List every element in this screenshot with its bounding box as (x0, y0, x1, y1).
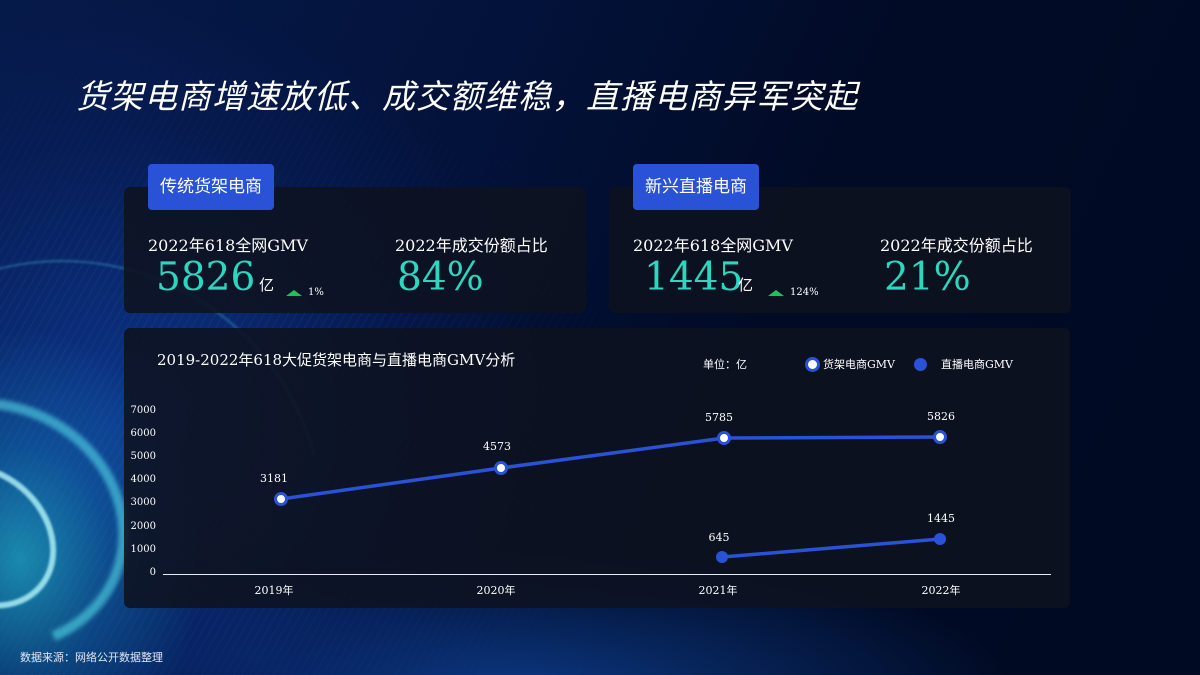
legend-label: 直播电商GMV (941, 358, 1013, 371)
gmv-label: 2022年618全网GMV (633, 236, 793, 255)
chart-card (124, 328, 1070, 608)
data-label: 645 (708, 531, 730, 544)
badge-live: 新兴直播电商 (633, 164, 759, 210)
shelf-gmv-line (280, 435, 941, 501)
data-source-note: 数据来源：网络公开数据整理 (20, 651, 163, 664)
growth-indicator: 1% (286, 287, 324, 298)
unit-label: 单位：亿 (703, 358, 747, 371)
y-tick: 7000 (130, 405, 156, 416)
y-tick: 6000 (130, 428, 156, 439)
legend-item-live[interactable]: 直播电商GMV (914, 356, 1013, 372)
growth-value: 124% (790, 287, 819, 298)
x-tick: 2022年 (921, 584, 961, 597)
trend-up-icon (286, 289, 302, 296)
chart-title: 2019-2022年618大促货架电商与直播电商GMV分析 (157, 351, 516, 369)
share-value: 84% (397, 255, 484, 300)
y-tick: 0 (149, 567, 156, 578)
live-gmv-line (721, 537, 941, 559)
y-tick: 1000 (130, 544, 156, 555)
data-label: 5785 (705, 411, 733, 424)
gmv-value: 1445 (644, 255, 744, 300)
y-tick: 3000 (130, 497, 156, 508)
ring-marker-icon (805, 356, 820, 372)
gmv-unit: 亿 (738, 276, 754, 294)
share-value: 21% (884, 255, 971, 300)
legend-label: 货架电商GMV (823, 358, 895, 371)
gmv-unit: 亿 (259, 276, 275, 294)
gmv-value: 5826 (156, 255, 256, 300)
growth-value: 1% (308, 287, 324, 298)
x-tick: 2021年 (698, 584, 738, 597)
y-tick: 5000 (130, 451, 156, 462)
data-label: 5826 (927, 410, 955, 423)
share-label: 2022年成交份额占比 (880, 236, 1033, 255)
dot-marker-icon (914, 357, 927, 371)
data-label: 1445 (927, 512, 955, 525)
legend-item-shelf[interactable]: 货架电商GMV (805, 356, 895, 372)
data-label: 3181 (260, 472, 288, 485)
data-label: 4573 (483, 440, 511, 453)
page-title: 货架电商增速放低、成交额维稳，直播电商异军突起 (76, 77, 858, 116)
x-tick: 2019年 (254, 584, 294, 597)
x-tick: 2020年 (476, 584, 516, 597)
trend-up-icon (768, 289, 784, 296)
x-axis-line (163, 574, 1051, 575)
share-label: 2022年成交份额占比 (395, 236, 548, 255)
badge-traditional: 传统货架电商 (148, 164, 274, 210)
live-gmv-markers (716, 533, 946, 563)
y-tick: 4000 (130, 474, 156, 485)
gmv-label: 2022年618全网GMV (148, 236, 308, 255)
shelf-gmv-markers (274, 430, 947, 506)
y-tick: 2000 (130, 521, 156, 532)
growth-indicator: 124% (768, 287, 819, 298)
